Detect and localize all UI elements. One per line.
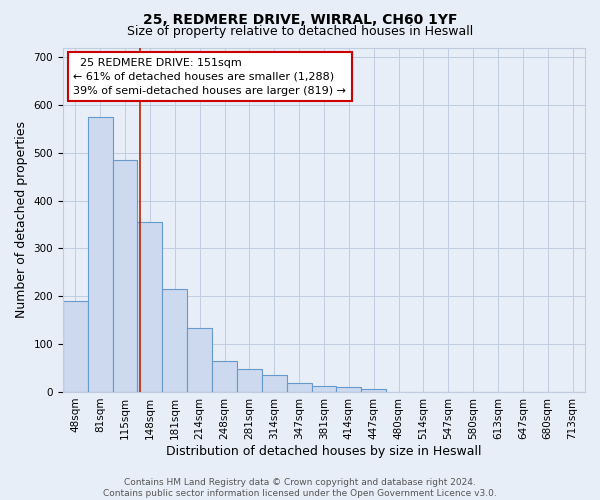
Bar	[187, 328, 212, 392]
Bar	[311, 386, 337, 392]
Text: Size of property relative to detached houses in Heswall: Size of property relative to detached ho…	[127, 25, 473, 38]
Bar	[262, 374, 287, 392]
Y-axis label: Number of detached properties: Number of detached properties	[15, 121, 28, 318]
Bar	[113, 160, 137, 392]
X-axis label: Distribution of detached houses by size in Heswall: Distribution of detached houses by size …	[166, 444, 482, 458]
Text: Contains HM Land Registry data © Crown copyright and database right 2024.
Contai: Contains HM Land Registry data © Crown c…	[103, 478, 497, 498]
Bar	[237, 370, 262, 392]
Text: 25, REDMERE DRIVE, WIRRAL, CH60 1YF: 25, REDMERE DRIVE, WIRRAL, CH60 1YF	[143, 12, 457, 26]
Text: 25 REDMERE DRIVE: 151sqm
← 61% of detached houses are smaller (1,288)
39% of sem: 25 REDMERE DRIVE: 151sqm ← 61% of detach…	[73, 58, 346, 96]
Bar	[163, 289, 187, 392]
Bar	[212, 361, 237, 392]
Bar	[337, 387, 361, 392]
Bar	[137, 222, 163, 392]
Bar	[88, 117, 113, 392]
Bar	[287, 384, 311, 392]
Bar	[361, 389, 386, 392]
Bar	[63, 301, 88, 392]
